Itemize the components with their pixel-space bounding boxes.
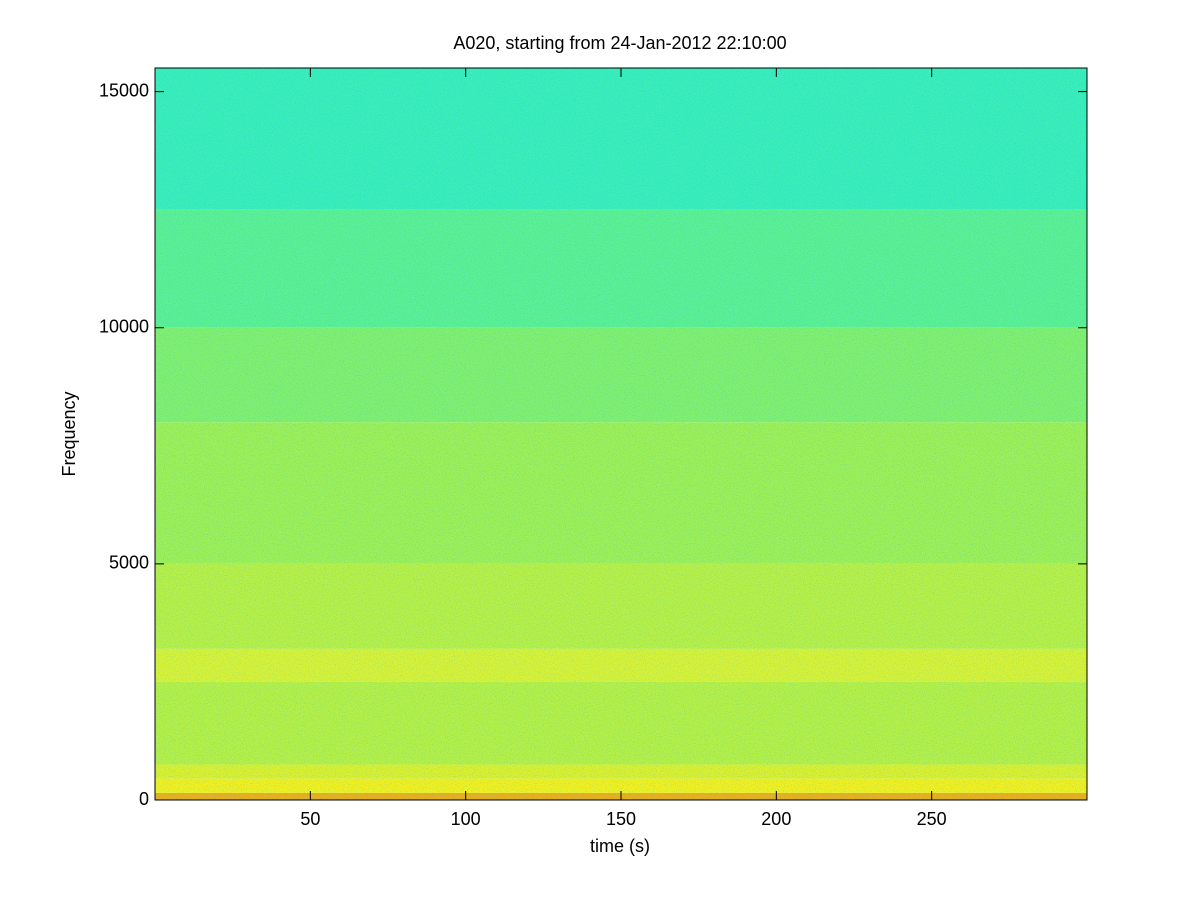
x-tick-label: 250 xyxy=(917,809,947,829)
noise-texture xyxy=(155,68,1087,800)
chart-title: A020, starting from 24-Jan-2012 22:10:00 xyxy=(453,33,786,53)
y-tick-label: 0 xyxy=(139,789,149,809)
x-tick-label: 150 xyxy=(606,809,636,829)
y-tick-label: 15000 xyxy=(99,80,149,100)
y-axis-label: Frequency xyxy=(59,391,79,476)
x-tick-label: 100 xyxy=(451,809,481,829)
x-axis-label: time (s) xyxy=(590,836,650,856)
x-tick-label: 200 xyxy=(761,809,791,829)
plot-area xyxy=(155,68,1087,800)
y-tick-label: 10000 xyxy=(99,316,149,336)
y-tick-label: 5000 xyxy=(109,553,149,573)
x-tick-label: 50 xyxy=(300,809,320,829)
